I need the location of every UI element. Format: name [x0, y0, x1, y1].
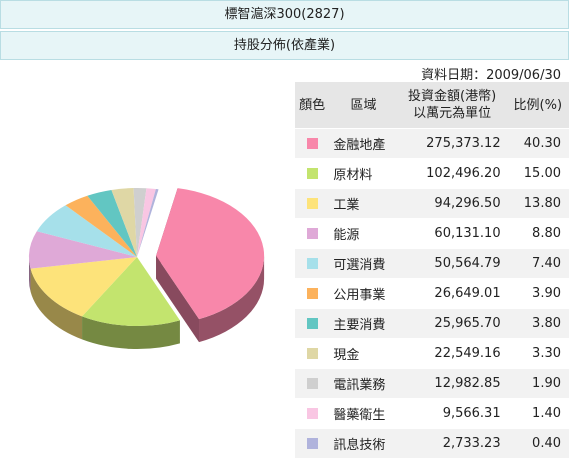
sector-percent: 0.40	[506, 428, 569, 459]
chart-subtitle: 持股分佈(依產業)	[0, 31, 569, 60]
color-cell	[295, 368, 330, 399]
pie-slice	[87, 189, 137, 257]
pie-slice	[111, 188, 137, 257]
sector-percent: 1.90	[506, 368, 569, 399]
sector-percent: 8.80	[506, 218, 569, 249]
pie-slice	[137, 189, 159, 257]
color-swatch	[306, 318, 318, 329]
sector-amount: 12,982.85	[397, 368, 507, 399]
color-cell	[295, 188, 330, 219]
pie-chart	[29, 188, 265, 349]
table-row: 電訊業務 12,982.85 1.90	[295, 368, 569, 399]
color-cell	[295, 158, 330, 189]
color-swatch	[306, 228, 318, 239]
color-swatch	[306, 138, 318, 149]
table-row: 主要消費 25,965.70 3.80	[295, 308, 569, 339]
pie-slice	[156, 188, 265, 320]
sector-name: 電訊業務	[329, 368, 398, 399]
sector-percent: 3.90	[506, 278, 569, 309]
sector-amount: 102,496.20	[397, 158, 507, 189]
pie-slice-side	[30, 268, 83, 340]
sector-name: 能源	[329, 218, 398, 249]
color-cell	[295, 218, 330, 249]
sector-name: 可選消費	[329, 248, 398, 279]
pie-slice	[133, 188, 147, 257]
pie-slice	[30, 257, 138, 317]
holdings-table: 顏色 區域 投資金額(港幣) 以萬元為單位 比例(%) 金融地產 275,373.1…	[295, 82, 569, 459]
sector-amount: 22,549.16	[397, 338, 507, 369]
pie-slice	[65, 195, 137, 257]
table-row: 訊息技術 2,733.23 0.40	[295, 428, 569, 459]
header-sector: 區域	[329, 82, 398, 129]
data-date: 資料日期：2009/06/30	[421, 68, 561, 83]
color-cell	[295, 248, 330, 279]
sector-percent: 3.80	[506, 308, 569, 339]
table-header-row: 顏色 區域 投資金額(港幣) 以萬元為單位 比例(%)	[295, 82, 569, 129]
table-row: 原材料 102,496.20 15.00	[295, 158, 569, 189]
color-cell	[295, 308, 330, 339]
color-swatch	[306, 198, 318, 209]
color-swatch	[306, 438, 318, 449]
color-cell	[295, 128, 330, 159]
sector-percent: 7.40	[506, 248, 569, 279]
color-swatch	[306, 408, 318, 419]
sector-name: 主要消費	[329, 308, 398, 339]
sector-amount: 25,965.70	[397, 308, 507, 339]
sector-amount: 50,564.79	[397, 248, 507, 279]
sector-name: 醫藥衛生	[329, 398, 398, 429]
sector-amount: 2,733.23	[397, 428, 507, 459]
table-row: 現金 22,549.16 3.30	[295, 338, 569, 369]
color-cell	[295, 278, 330, 309]
sector-name: 工業	[329, 188, 398, 219]
table-row: 可選消費 50,564.79 7.40	[295, 248, 569, 279]
pie-slice	[82, 257, 180, 326]
pie-slice-cut	[156, 255, 200, 343]
sector-name: 訊息技術	[329, 428, 398, 459]
fund-title: 標智滬深300(2827)	[0, 0, 569, 29]
sector-percent: 13.80	[506, 188, 569, 219]
table-row: 公用事業 26,649.01 3.90	[295, 278, 569, 309]
table-row: 金融地產 275,373.12 40.30	[295, 128, 569, 159]
sector-amount: 26,649.01	[397, 278, 507, 309]
color-cell	[295, 338, 330, 369]
pie-slice-side	[199, 255, 265, 343]
sector-percent: 15.00	[506, 158, 569, 189]
pie-slice-side	[29, 257, 31, 292]
table-row: 工業 94,296.50 13.80	[295, 188, 569, 219]
sector-percent: 40.30	[506, 128, 569, 159]
sector-amount: 60,131.10	[397, 218, 507, 249]
sector-percent: 1.40	[506, 398, 569, 429]
color-cell	[295, 398, 330, 429]
sector-name: 原材料	[329, 158, 398, 189]
pie-slice	[29, 231, 138, 269]
header-amount: 投資金額(港幣) 以萬元為單位	[397, 82, 507, 129]
color-swatch	[306, 348, 318, 359]
table-row: 醫藥衛生 9,566.31 1.40	[295, 398, 569, 429]
color-cell	[295, 428, 330, 459]
sector-amount: 9,566.31	[397, 398, 507, 429]
color-swatch	[306, 378, 318, 389]
sector-name: 公用事業	[329, 278, 398, 309]
sector-amount: 94,296.50	[397, 188, 507, 219]
pie-slice	[36, 205, 138, 257]
sector-name: 金融地產	[329, 128, 398, 159]
sector-amount: 275,373.12	[397, 128, 507, 159]
sector-name: 現金	[329, 338, 398, 369]
pie-slice-side	[82, 316, 180, 349]
color-swatch	[306, 168, 318, 179]
color-swatch	[306, 258, 318, 269]
header-percent: 比例(%)	[506, 82, 569, 129]
table-row: 能源 60,131.10 8.80	[295, 218, 569, 249]
color-swatch	[306, 288, 318, 299]
header-color: 顏色	[295, 82, 330, 129]
sector-percent: 3.30	[506, 338, 569, 369]
pie-slice	[137, 188, 156, 257]
